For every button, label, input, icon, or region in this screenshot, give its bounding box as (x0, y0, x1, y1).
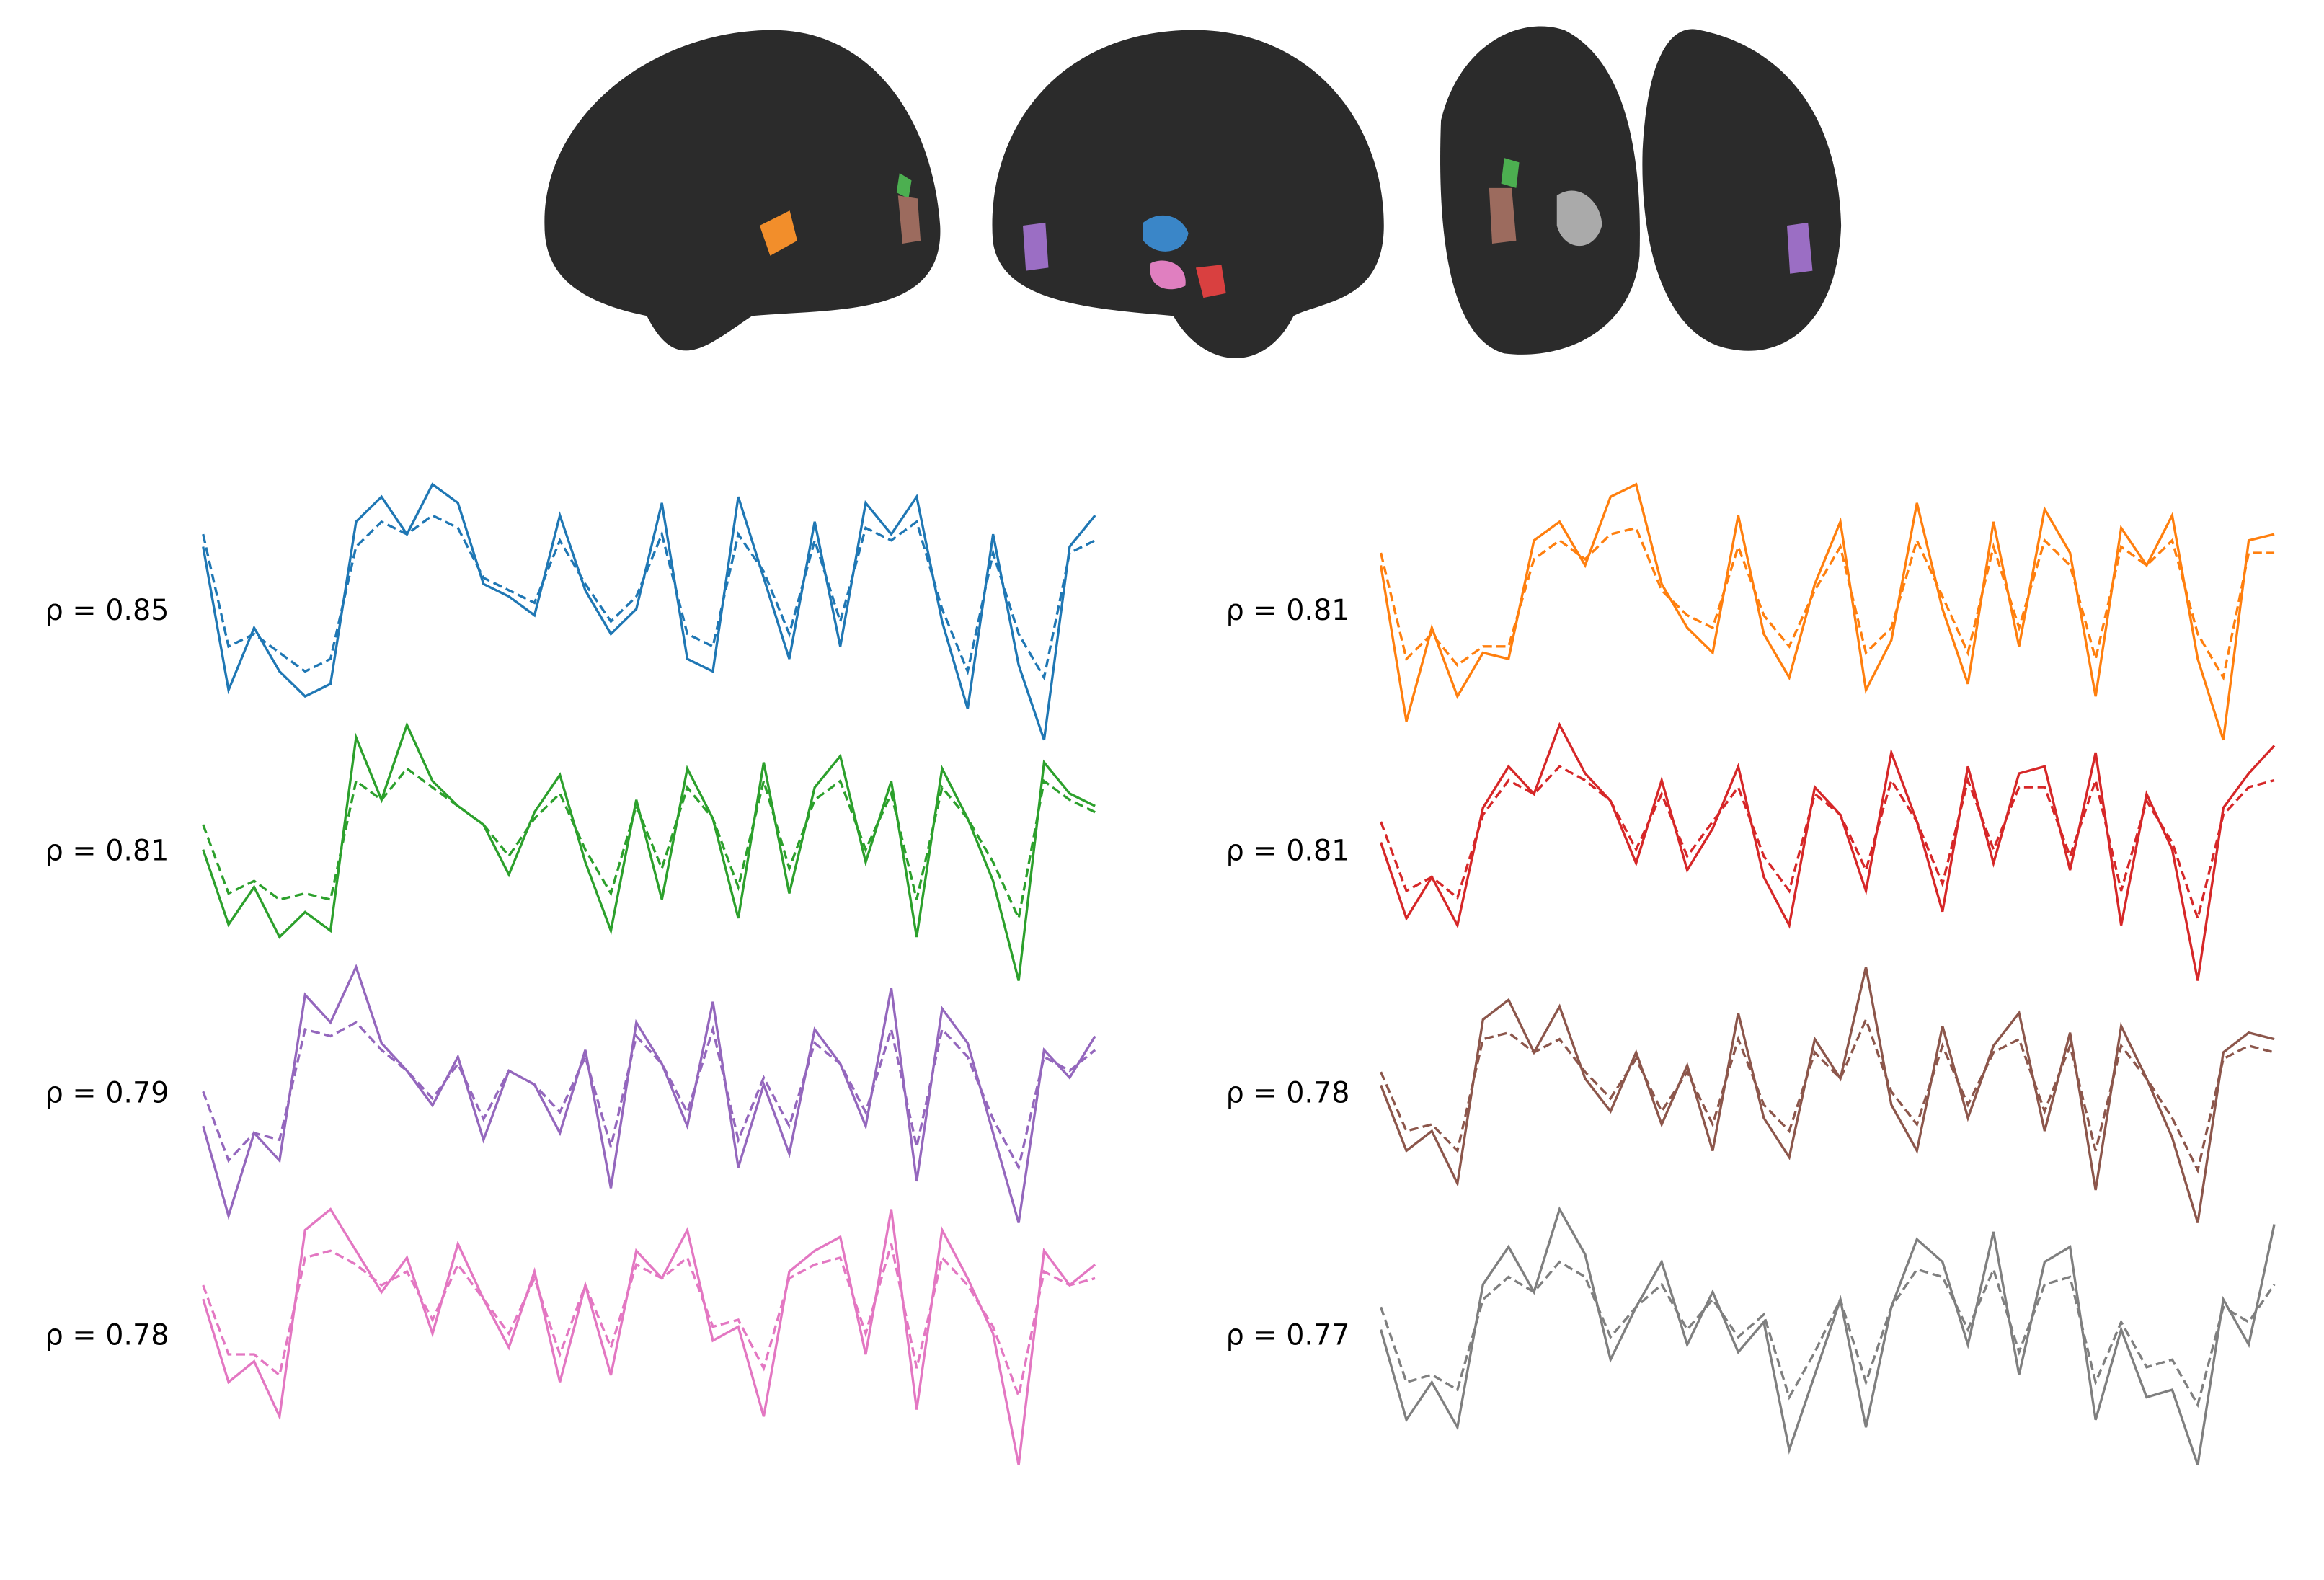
roi (1786, 222, 1813, 274)
correlation-label: ρ = 0.85 (45, 594, 169, 627)
predicted-line (202, 766, 1096, 923)
measured-line (202, 482, 1096, 741)
correlation-label: ρ = 0.79 (45, 1077, 169, 1110)
correlation-label: ρ = 0.78 (45, 1319, 169, 1352)
correlation-label: ρ = 0.81 (1226, 835, 1350, 868)
measured-line (1379, 482, 2275, 741)
predicted-line (202, 1021, 1096, 1171)
roi (1143, 215, 1189, 252)
predicted-line (1380, 1016, 2275, 1174)
predicted-line (202, 514, 1096, 681)
roi (1195, 265, 1226, 298)
measured-line (202, 722, 1096, 981)
measured-line (1379, 1206, 2276, 1465)
roi (1022, 222, 1049, 271)
correlation-label: ρ = 0.81 (45, 835, 169, 868)
brain-ventral-left (1440, 26, 1640, 355)
brain-views (544, 26, 1842, 358)
predicted-line (1380, 765, 2275, 923)
predicted-line (1379, 526, 2275, 681)
measured-line (1380, 967, 2275, 1223)
roi (1489, 187, 1517, 244)
roi (759, 210, 797, 256)
roi (1501, 158, 1520, 188)
roi (896, 172, 912, 199)
measured-line (202, 1207, 1096, 1465)
predicted-line (1380, 1260, 2276, 1408)
measured-line (1380, 722, 2276, 981)
roi (1150, 260, 1186, 290)
measured-line (202, 964, 1096, 1223)
brain-left-lateral (544, 30, 941, 351)
predicted-line (202, 1243, 1096, 1401)
roi (1556, 190, 1602, 247)
correlation-label: ρ = 0.77 (1226, 1319, 1350, 1352)
brain-ventral-right (1642, 29, 1842, 351)
correlation-label: ρ = 0.81 (1226, 594, 1350, 627)
correlation-label: ρ = 0.78 (1226, 1077, 1350, 1110)
brain-right-lateral (992, 30, 1384, 358)
roi (897, 195, 921, 244)
